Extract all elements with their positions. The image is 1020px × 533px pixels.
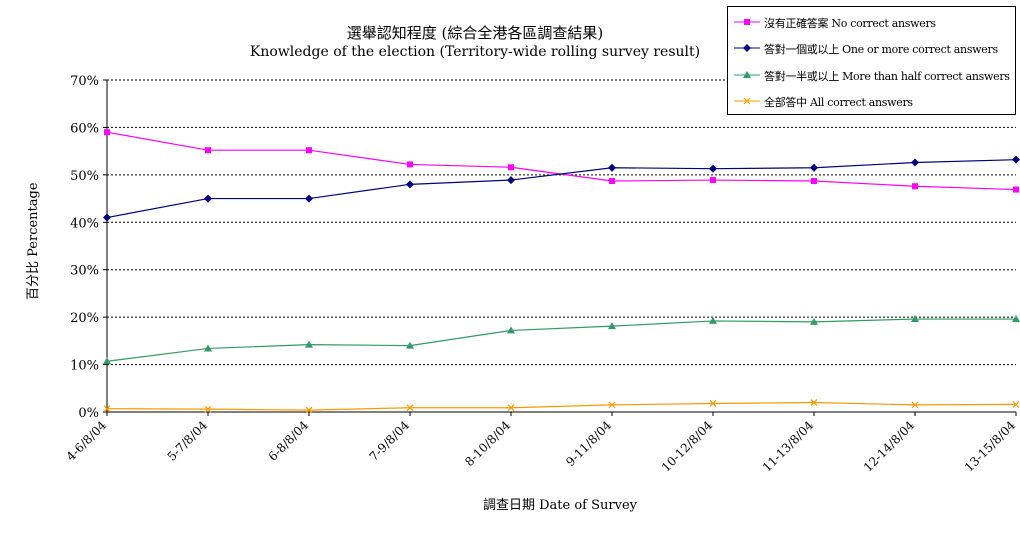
data-point: [709, 164, 717, 173]
data-point: [911, 315, 919, 323]
data-point: [204, 405, 212, 413]
x-axis-label: 調查日期 Date of Survey: [482, 498, 637, 513]
data-point: [810, 317, 818, 325]
data-point: [406, 180, 414, 189]
legend-label: 沒有正確答案 No correct answers: [764, 17, 936, 30]
y-tick-label: 70%: [70, 74, 99, 89]
x-tick-label: 10-12/8/04: [659, 418, 716, 475]
data-point: [911, 401, 919, 409]
x-tick-label: 7-9/8/04: [367, 418, 413, 464]
data-point: [709, 316, 717, 324]
data-point: [205, 147, 211, 154]
y-tick-label: 20%: [70, 311, 99, 326]
legend-label: 答對一個或以上 One or more correct answers: [764, 43, 998, 56]
data-point: [709, 400, 717, 407]
data-point: [507, 404, 515, 412]
legend-item-all-correct: 全部答中 All correct answers: [728, 92, 1015, 110]
data-point: [608, 163, 616, 172]
y-axis-label: 百分比 Percentage: [26, 182, 41, 300]
data-point: [508, 164, 514, 171]
legend-item-one-or-more: 答對一個或以上 One or more correct answers: [728, 39, 1015, 57]
legend-label: 全部答中 All correct answers: [764, 96, 913, 109]
series-line-1: [106, 159, 1017, 219]
legend-swatch: [734, 97, 760, 105]
data-point: [103, 405, 111, 413]
data-point: [1012, 155, 1020, 164]
data-point: [305, 340, 313, 348]
data-point: [406, 404, 414, 412]
legend-swatch: [734, 44, 760, 52]
data-point: [810, 163, 818, 172]
x-tick-label: 5-7/8/04: [165, 418, 211, 464]
y-tick-label: 50%: [70, 169, 99, 184]
legend-label: 答對一半或以上 More than half correct answers: [764, 70, 1010, 83]
x-tick-label: 4-6/8/04: [64, 418, 110, 464]
x-tick-label: 11-13/8/04: [760, 418, 817, 475]
legend-item-no-correct: 沒有正確答案 No correct answers: [728, 13, 1015, 31]
data-point: [507, 326, 515, 334]
legend-item-more-than-half: 答對一半或以上 More than half correct answers: [728, 66, 1015, 84]
data-point: [305, 406, 313, 414]
data-point: [1012, 400, 1020, 408]
legend-swatch: [734, 19, 760, 25]
data-point: [306, 147, 312, 154]
x-tick-label: 6-8/8/04: [266, 418, 312, 464]
data-point: [305, 194, 313, 203]
chart-subtitle: Knowledge of the election (Territory-wid…: [249, 44, 701, 60]
data-point: [1012, 315, 1020, 323]
y-tick-label: 0%: [78, 406, 99, 421]
chart-title: 選舉認知程度 (綜合全港各區調查結果): [346, 24, 604, 42]
data-point: [103, 213, 111, 222]
data-point: [103, 357, 111, 365]
x-tick-label: 9-11/8/04: [563, 418, 614, 469]
data-point: [911, 158, 919, 167]
series-line-2: [106, 318, 1016, 362]
y-tick-label: 40%: [70, 216, 99, 231]
data-point: [204, 344, 212, 352]
data-point: [609, 178, 615, 185]
y-tick-label: 30%: [70, 264, 99, 279]
data-point: [406, 341, 414, 349]
data-point: [811, 178, 817, 185]
series-line-3: [106, 401, 1017, 411]
data-point: [710, 177, 716, 184]
data-point: [507, 176, 515, 185]
data-point: [912, 183, 918, 190]
data-point: [104, 129, 110, 136]
data-point: [608, 322, 616, 330]
data-point: [1013, 186, 1019, 193]
series-line-0: [106, 131, 1017, 191]
x-tick-label: 8-10/8/04: [462, 418, 513, 469]
data-point: [204, 194, 212, 203]
x-tick-label: 12-14/8/04: [861, 418, 918, 475]
y-tick-label: 60%: [70, 121, 99, 136]
legend-swatch: [734, 71, 760, 78]
data-point: [608, 401, 616, 409]
y-tick-label: 10%: [70, 359, 99, 374]
x-tick-label: 13-15/8/04: [962, 418, 1019, 475]
data-point: [810, 399, 818, 406]
data-point: [407, 161, 413, 168]
legend: 沒有正確答案 No correct answers 答對一個或以上 One or…: [727, 6, 1016, 115]
